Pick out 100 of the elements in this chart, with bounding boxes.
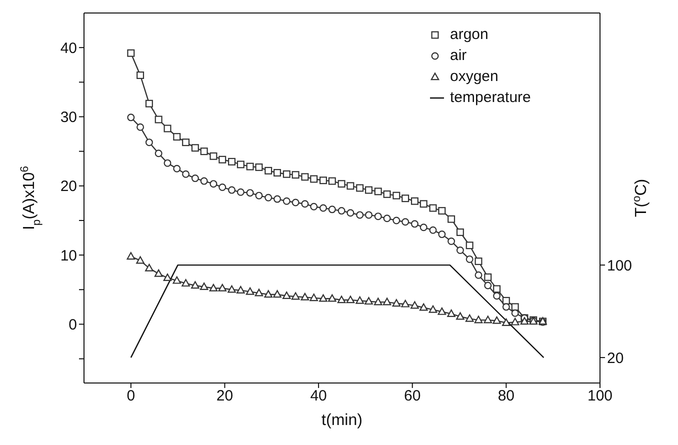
point	[218, 184, 226, 192]
point	[182, 279, 190, 287]
point	[218, 284, 227, 292]
point	[264, 194, 272, 202]
point	[291, 292, 300, 300]
point	[420, 224, 428, 232]
point	[145, 264, 154, 272]
point	[328, 294, 336, 302]
point	[136, 123, 144, 131]
point	[127, 49, 135, 57]
point	[136, 71, 144, 79]
point	[392, 192, 400, 200]
point	[282, 170, 290, 178]
point	[429, 226, 437, 234]
point	[346, 296, 355, 304]
legend-label: air	[450, 46, 467, 66]
point	[383, 214, 391, 222]
point	[200, 148, 208, 156]
point	[374, 298, 382, 306]
point	[145, 138, 153, 146]
point	[493, 292, 501, 300]
point	[163, 274, 172, 282]
y2-tick-label: 100	[607, 257, 632, 274]
y-tick-label: 30	[60, 109, 77, 126]
point	[236, 188, 244, 196]
point	[465, 314, 474, 322]
point	[319, 294, 328, 302]
point	[402, 194, 410, 202]
point	[173, 133, 181, 141]
point	[493, 285, 501, 293]
point	[172, 276, 182, 284]
point	[228, 285, 236, 293]
point	[364, 297, 373, 305]
point	[356, 211, 364, 219]
point	[402, 218, 410, 226]
point	[236, 286, 245, 294]
point	[374, 212, 382, 220]
point	[164, 124, 172, 132]
x-tick-label: 100	[587, 388, 613, 405]
point	[448, 215, 456, 223]
point	[210, 152, 218, 160]
point	[310, 294, 318, 302]
point	[255, 192, 263, 200]
point	[126, 252, 136, 260]
point	[502, 318, 510, 326]
y2-tick-label: 20	[607, 350, 624, 367]
point	[383, 190, 391, 198]
point	[300, 292, 310, 300]
legend-label: oxygen	[450, 67, 498, 87]
point	[410, 220, 418, 228]
point	[429, 204, 437, 212]
point	[282, 197, 290, 205]
point	[154, 150, 162, 158]
x-tick-label: 60	[404, 388, 421, 405]
point	[218, 156, 226, 164]
point	[164, 159, 172, 167]
x-tick-label: 0	[126, 388, 136, 405]
y-tick-label: 0	[68, 316, 77, 334]
point	[246, 162, 254, 170]
point	[420, 200, 428, 208]
point	[466, 242, 474, 250]
point	[328, 177, 336, 185]
point	[310, 202, 318, 210]
point	[246, 287, 254, 295]
point	[337, 296, 346, 304]
point	[410, 301, 419, 309]
point	[502, 296, 510, 304]
point	[273, 290, 282, 298]
x-tick-label: 80	[498, 388, 515, 405]
point	[502, 303, 510, 311]
y-tick-label: 40	[60, 40, 77, 57]
point	[182, 170, 190, 178]
point	[292, 198, 300, 206]
point	[173, 164, 181, 172]
point	[310, 175, 318, 183]
point	[127, 114, 135, 122]
point	[466, 255, 474, 263]
point	[255, 163, 263, 171]
point	[474, 258, 482, 266]
point	[520, 317, 529, 325]
point	[264, 166, 272, 174]
point	[448, 237, 456, 245]
point	[292, 171, 300, 179]
point	[456, 228, 464, 236]
point	[236, 160, 244, 168]
point	[209, 284, 218, 292]
point	[364, 186, 372, 194]
point	[191, 174, 199, 182]
point	[374, 188, 382, 196]
point	[474, 316, 483, 324]
point	[447, 309, 456, 317]
point	[338, 207, 346, 215]
y-tick-label: 20	[60, 178, 77, 196]
point	[438, 207, 446, 215]
point	[210, 180, 218, 188]
legend-label: temperature	[450, 88, 531, 108]
point	[145, 100, 153, 108]
point	[191, 144, 199, 152]
point	[511, 309, 519, 317]
x-tick-label: 20	[216, 388, 234, 405]
